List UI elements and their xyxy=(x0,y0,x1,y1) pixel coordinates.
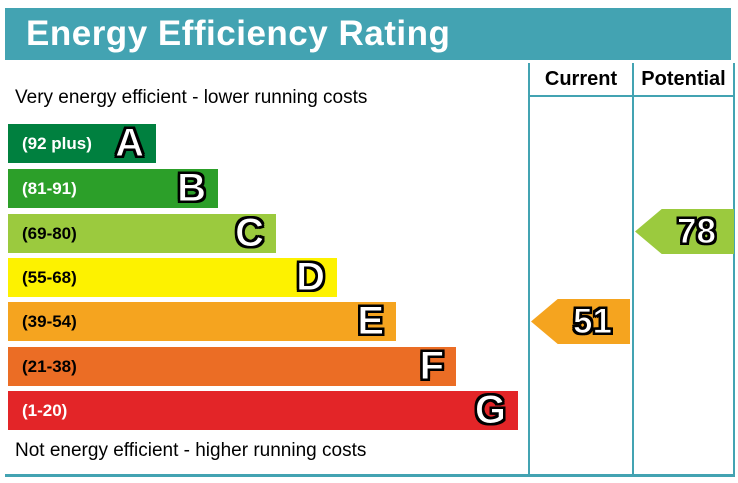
band-range-label: (21-38) xyxy=(22,356,77,376)
top-note: Very energy efficient - lower running co… xyxy=(15,87,368,108)
band-row-g: (1-20) G xyxy=(8,387,518,432)
band-letter: B xyxy=(177,165,207,210)
potential-column-header: Potential xyxy=(641,68,726,90)
band-range-label: (81-91) xyxy=(22,178,77,198)
band-letter: C xyxy=(235,210,265,255)
potential-column-left-border xyxy=(632,63,634,476)
band-letter: F xyxy=(419,343,444,388)
chart-title-bar: Energy Efficiency Rating xyxy=(5,8,731,60)
table-right-border xyxy=(733,63,735,476)
column-header-underline xyxy=(528,95,735,97)
band-range-label: (69-80) xyxy=(22,223,77,243)
current-column-left-border xyxy=(528,63,530,476)
band-letter: A xyxy=(115,120,145,165)
band-row-c: (69-80) C xyxy=(8,210,276,255)
current-rating-arrow: 51 xyxy=(531,299,630,344)
band-row-d: (55-68) D xyxy=(8,254,337,299)
chart-title: Energy Efficiency Rating xyxy=(26,14,451,53)
potential-rating-value: 78 xyxy=(677,212,717,251)
band-row-e: (39-54) E xyxy=(8,298,396,343)
band-range-label: (1-20) xyxy=(22,400,68,420)
band-letter: D xyxy=(296,254,326,299)
band-letter: E xyxy=(357,298,385,343)
band-range-label: (92 plus) xyxy=(22,133,92,153)
bottom-note: Not energy efficient - higher running co… xyxy=(15,440,367,461)
band-row-b: (81-91) B xyxy=(8,165,218,210)
band-row-f: (21-38) F xyxy=(8,343,456,388)
band-row-a: (92 plus) A xyxy=(8,120,156,165)
table-bottom-border xyxy=(5,474,735,477)
current-rating-value: 51 xyxy=(573,302,613,341)
current-column-header: Current xyxy=(544,68,618,90)
band-range-label: (55-68) xyxy=(22,267,77,287)
band-range-label: (39-54) xyxy=(22,311,77,331)
band-letter: G xyxy=(474,387,506,432)
potential-rating-arrow: 78 xyxy=(635,209,734,254)
